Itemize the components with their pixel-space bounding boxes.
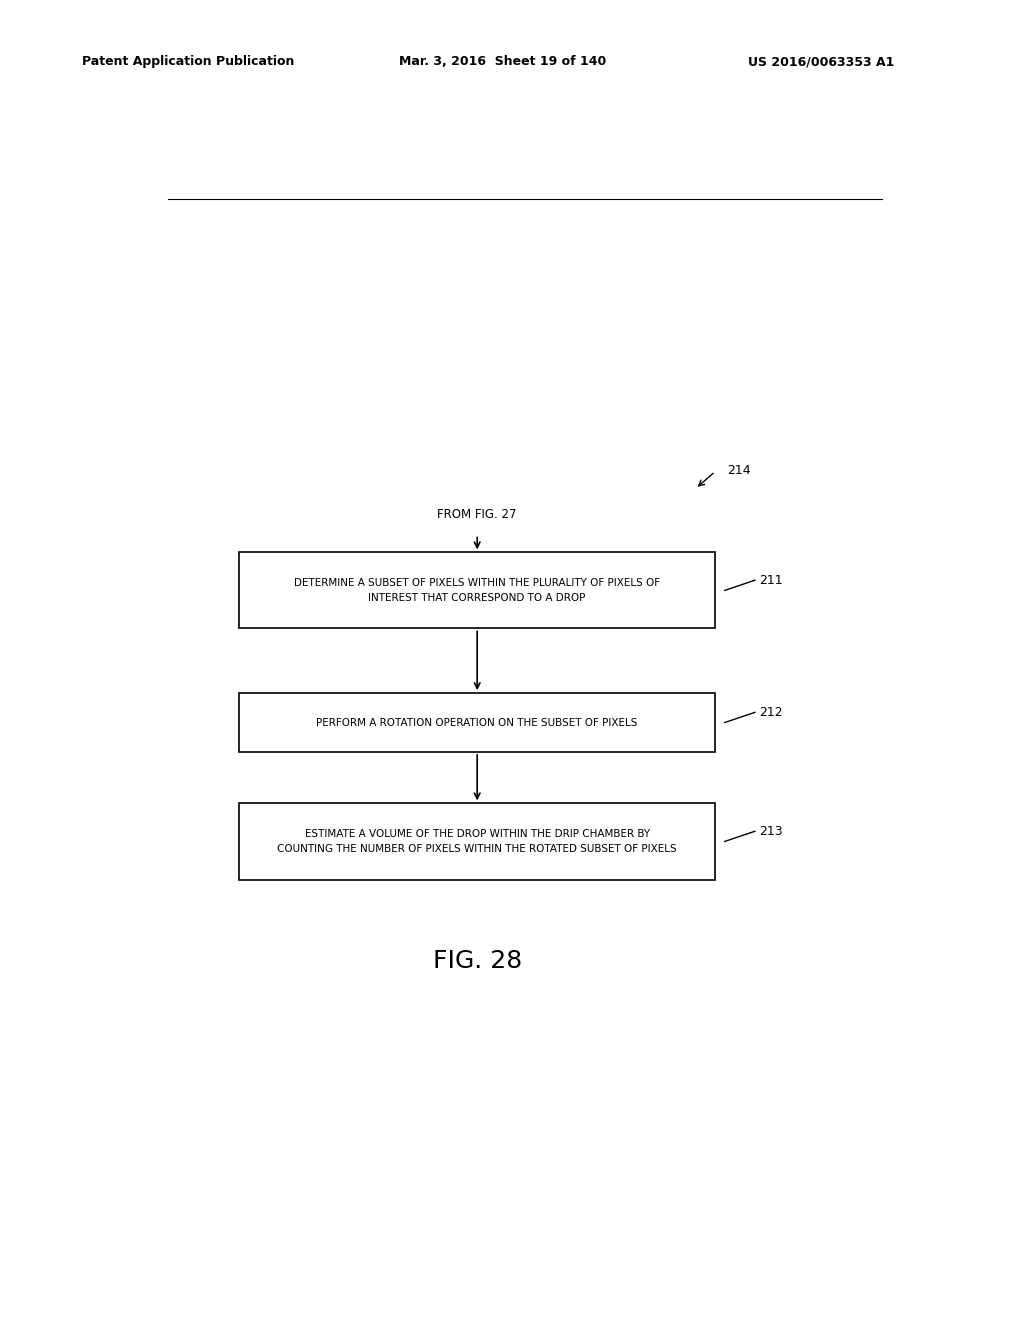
FancyBboxPatch shape	[240, 693, 715, 752]
Text: PERFORM A ROTATION OPERATION ON THE SUBSET OF PIXELS: PERFORM A ROTATION OPERATION ON THE SUBS…	[316, 718, 638, 727]
Text: FIG. 28: FIG. 28	[432, 949, 522, 973]
Text: 213: 213	[759, 825, 782, 838]
Text: Mar. 3, 2016  Sheet 19 of 140: Mar. 3, 2016 Sheet 19 of 140	[399, 55, 606, 69]
Text: Patent Application Publication: Patent Application Publication	[82, 55, 294, 69]
Text: ESTIMATE A VOLUME OF THE DROP WITHIN THE DRIP CHAMBER BY
COUNTING THE NUMBER OF : ESTIMATE A VOLUME OF THE DROP WITHIN THE…	[278, 829, 677, 854]
FancyBboxPatch shape	[240, 804, 715, 879]
Text: 212: 212	[759, 706, 782, 719]
Text: 211: 211	[759, 574, 782, 586]
Text: FROM FIG. 27: FROM FIG. 27	[437, 508, 517, 521]
FancyBboxPatch shape	[240, 552, 715, 628]
Text: US 2016/0063353 A1: US 2016/0063353 A1	[748, 55, 894, 69]
Text: 214: 214	[727, 463, 751, 477]
Text: DETERMINE A SUBSET OF PIXELS WITHIN THE PLURALITY OF PIXELS OF
INTEREST THAT COR: DETERMINE A SUBSET OF PIXELS WITHIN THE …	[294, 578, 660, 603]
